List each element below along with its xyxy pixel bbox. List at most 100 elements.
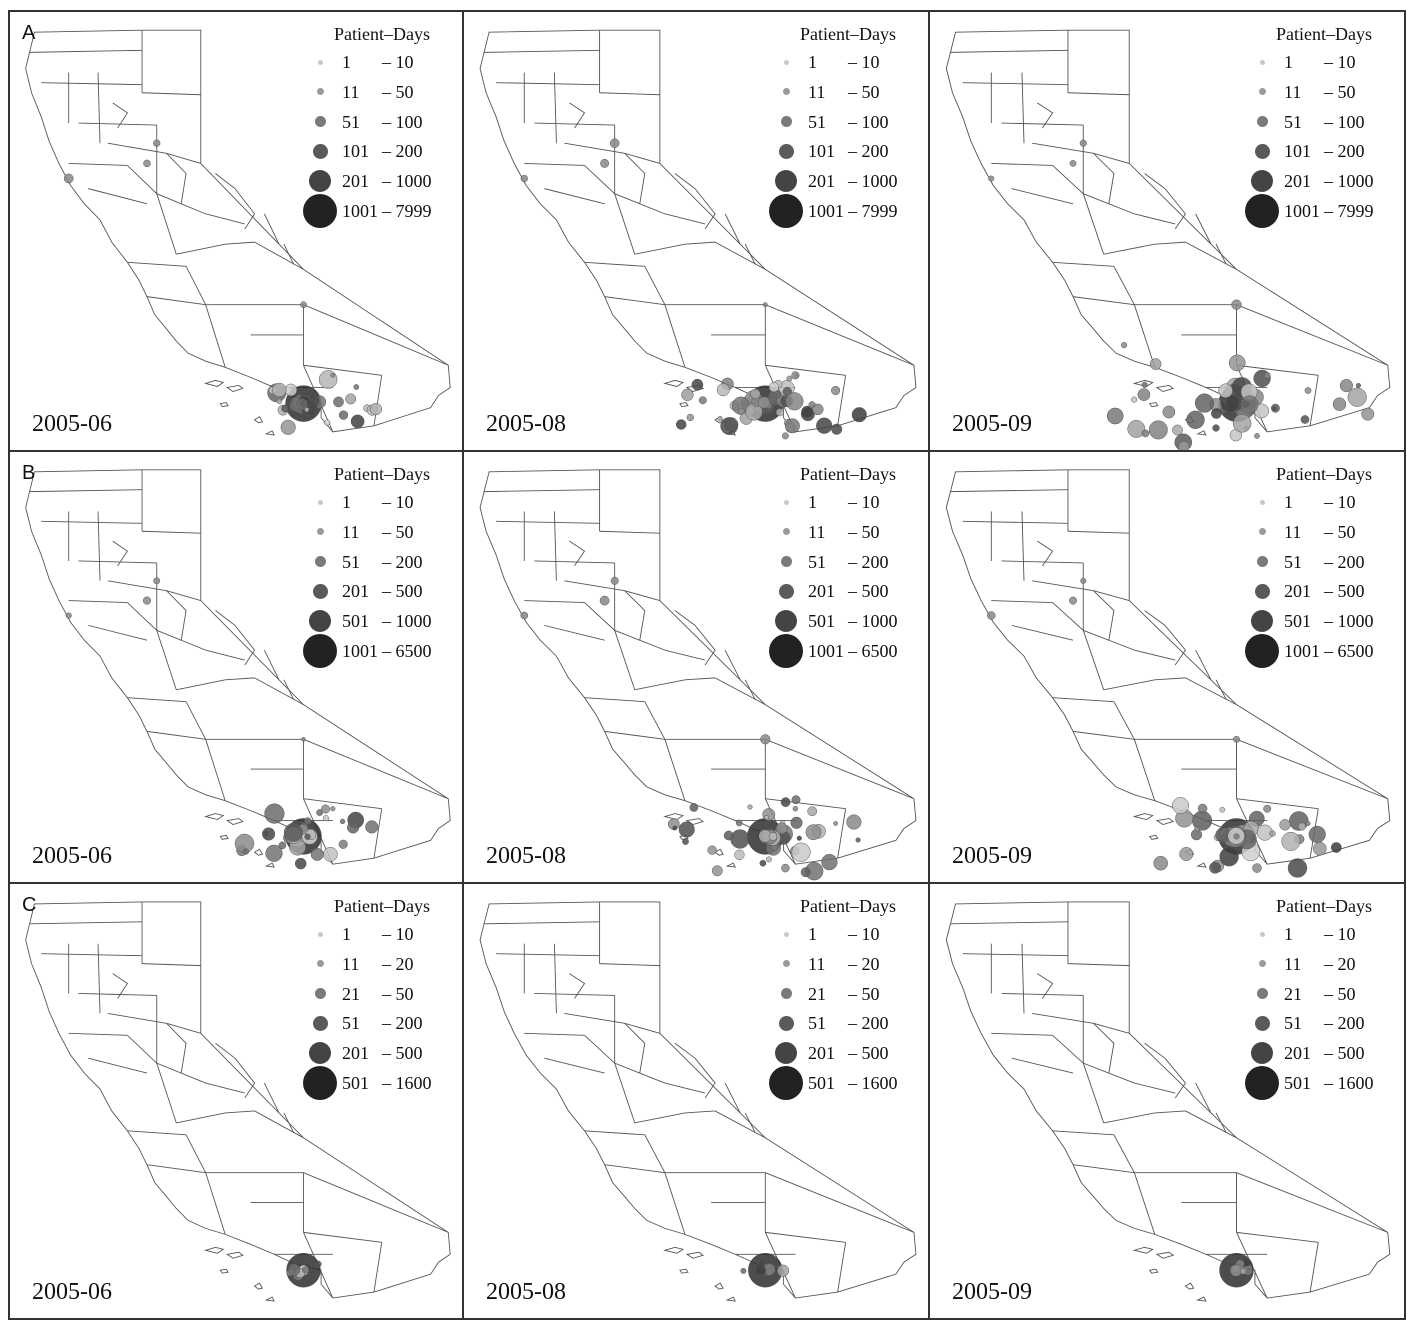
county-boundary: [724, 213, 741, 245]
county-boundary: [205, 1082, 245, 1094]
county-boundary: [1021, 511, 1025, 581]
legend-range-high: – 50: [382, 983, 414, 1004]
county-boundary: [234, 1057, 256, 1099]
county-boundary: [950, 489, 1068, 493]
legend-size-marker: [303, 193, 337, 228]
county-boundary: [553, 72, 557, 144]
county-boundary: [1082, 1063, 1105, 1124]
legend-range-high: – 1000: [848, 611, 898, 632]
county-boundary: [664, 1172, 686, 1235]
legend-range-high: – 50: [1324, 983, 1356, 1004]
patient-days-bubble: [760, 734, 771, 745]
legend-range-low: 501: [1284, 611, 1311, 632]
patient-days-bubble: [747, 804, 753, 810]
legend-range-low: 1001: [1284, 640, 1320, 661]
legend-range-high: – 1000: [1324, 171, 1374, 192]
county-boundary: [962, 520, 1068, 524]
county-boundary: [303, 304, 449, 366]
county-boundary: [1011, 1057, 1074, 1074]
legend-title: Patient–Days: [1276, 24, 1372, 44]
legend-entry: 51 – 100: [768, 108, 928, 138]
county-boundary: [29, 49, 143, 53]
legend-range-high: – 7999: [1324, 200, 1374, 221]
map-canvas: [25, 29, 451, 436]
legend-range-low: 51: [808, 111, 826, 132]
legend-range-low: 201: [1284, 581, 1311, 602]
county-boundary: [1133, 1172, 1156, 1235]
legend-size-marker: [1259, 59, 1265, 65]
county-boundary: [176, 677, 255, 691]
legend-entry: 501 – 1000: [768, 607, 928, 637]
county-boundary: [1144, 173, 1166, 189]
county-boundary: [1037, 102, 1054, 129]
patient-days-bubble: [318, 370, 338, 389]
legend-entry: 1001– 7999: [768, 193, 928, 228]
patient-days-bubble: [1347, 387, 1367, 407]
county-boundary: [1037, 540, 1054, 567]
patient-days-bubble: [831, 423, 843, 435]
patient-days-bubble: [791, 371, 800, 380]
patient-days-bubble: [301, 737, 306, 742]
patient-days-bubble: [350, 414, 365, 429]
state-outline: [479, 901, 917, 1299]
map-canvas: [25, 901, 451, 1302]
legend-entry: 101 – 200: [1244, 137, 1404, 167]
county-boundary: [624, 152, 646, 204]
patient-days-bubble: [988, 175, 995, 182]
legend-range-low: 1: [342, 492, 351, 512]
legend-range-high: – 10: [382, 924, 414, 944]
patient-days-bubble: [1304, 387, 1312, 394]
patient-days-bubble: [1080, 577, 1087, 584]
legend-range-high: – 1000: [382, 171, 432, 192]
patient-days-bubble: [805, 824, 822, 841]
county-boundary: [744, 1112, 756, 1134]
county-boundary: [1082, 193, 1105, 255]
county-boundary: [496, 82, 600, 86]
legend-size-marker: [309, 610, 331, 633]
county-boundary: [1236, 364, 1319, 376]
county-boundary: [604, 1164, 665, 1174]
legend-entry: 201 – 500: [302, 1039, 462, 1069]
county-boundary: [604, 296, 665, 306]
county-boundary: [553, 943, 557, 1014]
legend-entry: 11 – 20: [1244, 950, 1404, 980]
county-boundary: [283, 243, 295, 265]
county-boundary: [205, 649, 245, 661]
legend-range-high: – 200: [382, 141, 423, 162]
patient-days-bubble: [717, 416, 723, 422]
patient-days-bubble: [1298, 822, 1306, 831]
legend-range-low: 201: [808, 171, 835, 192]
county-boundary: [664, 1172, 766, 1233]
patient-days-bubble: [1254, 433, 1260, 439]
county-boundary: [1052, 1130, 1114, 1136]
patient-days-bubble: [686, 413, 694, 422]
county-boundary: [1032, 142, 1130, 164]
patient-days-bubble: [831, 385, 841, 396]
legend-range-high: – 50: [382, 81, 414, 102]
county-boundary: [1236, 1172, 1388, 1233]
legend-size-marker: [775, 610, 797, 633]
county-boundary: [584, 261, 645, 267]
patient-days-bubble: [775, 408, 784, 417]
county-boundary: [634, 677, 716, 691]
patient-days-bubble: [1287, 858, 1308, 878]
legend-entry: 21 – 50: [768, 980, 928, 1010]
patient-days-bubble: [1197, 803, 1208, 814]
patient-days-bubble: [284, 383, 298, 397]
legend-entry: 11 – 50: [302, 78, 462, 108]
legend-range-high: – 200: [1324, 141, 1365, 162]
county-boundary: [156, 1063, 177, 1124]
legend-size-marker: [317, 931, 323, 937]
legend-range-high: – 1600: [1324, 1072, 1374, 1093]
patient-days-bubble: [711, 865, 723, 877]
patient-days-bubble: [1219, 806, 1226, 813]
patient-days-bubble: [1172, 424, 1183, 436]
legend-size-marker: [1254, 143, 1270, 159]
legend-range-low: 51: [808, 1013, 826, 1034]
legend-entry: 201 – 500: [768, 577, 928, 607]
patient-days-bubble: [287, 1263, 301, 1276]
legend-title: Patient–Days: [800, 24, 896, 44]
county-boundary: [569, 540, 586, 567]
county-boundary: [724, 1082, 741, 1114]
county-boundary: [484, 49, 600, 53]
